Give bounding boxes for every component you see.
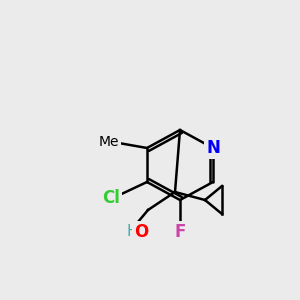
Text: Me: Me xyxy=(99,135,119,149)
Text: N: N xyxy=(206,139,220,157)
Text: O: O xyxy=(134,223,148,241)
Text: Cl: Cl xyxy=(102,189,120,207)
Text: H: H xyxy=(126,224,138,239)
Text: F: F xyxy=(174,223,186,241)
